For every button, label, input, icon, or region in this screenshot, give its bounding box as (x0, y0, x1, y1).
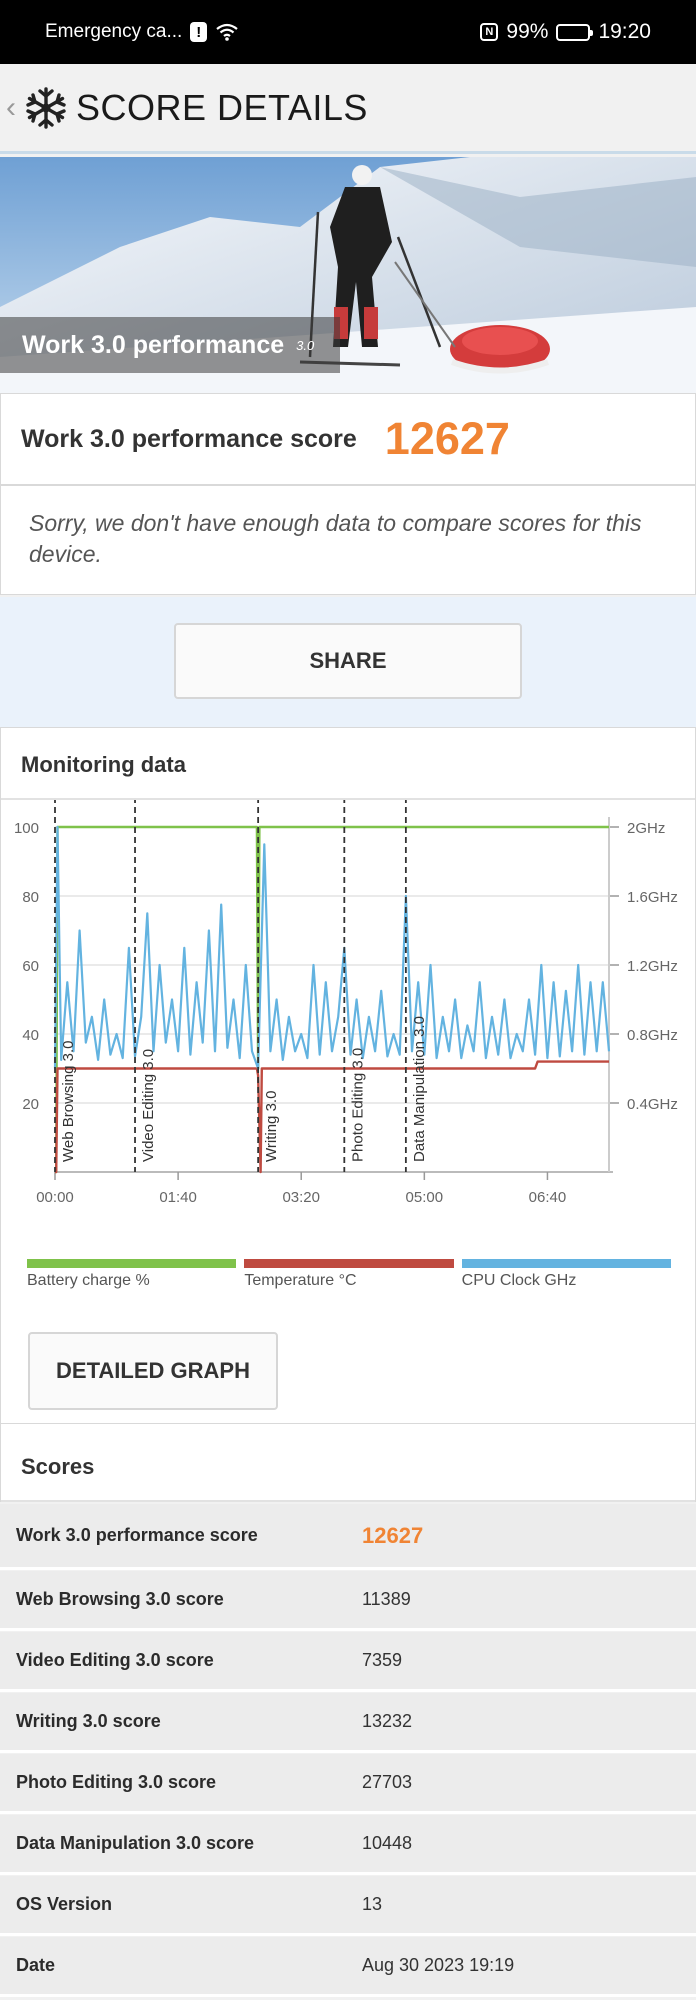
row-label: Writing 3.0 score (16, 1711, 161, 1731)
row-label: Date (16, 1955, 56, 1975)
phase-label: Video Editing 3.0 (140, 1049, 157, 1162)
y-tick-label-left: 100 (14, 820, 39, 837)
row-value: Aug 30 2023 19:19 (362, 1955, 515, 1975)
y-tick-label-left: 20 (22, 1096, 39, 1113)
table-row: OS Version 13 (0, 1876, 696, 1936)
legend-swatch (461, 1259, 671, 1268)
legend-item-cpu: CPU Clock GHz (461, 1259, 671, 1290)
row-label: Work 3.0 performance score (16, 1525, 258, 1545)
row-label: Photo Editing 3.0 score (16, 1772, 217, 1792)
detailed-graph-button[interactable]: DETAILED GRAPH (28, 1332, 278, 1410)
wifi-icon (216, 23, 238, 41)
monitoring-card: Monitoring data 100 2GHz 80 1.6GHz 60 1.2GHz 4… (0, 727, 696, 1424)
table-row: Work 3.0 performance score 12627 (0, 1504, 696, 1570)
table-row: Writing 3.0 score 13232 (0, 1693, 696, 1753)
monitoring-chart: 100 2GHz 80 1.6GHz 60 1.2GHz 40 0.8GHz 20 0.4GHz 0… (14, 800, 678, 1206)
row-label: Data Manipulation 3.0 score (16, 1833, 255, 1853)
snowflake-icon (26, 86, 66, 129)
row-value: 11389 (362, 1589, 411, 1609)
status-bar: Emergency ca... ! N 99% 19:20 (0, 0, 696, 64)
share-area: SHARE (0, 597, 696, 727)
series-line (55, 1060, 609, 1174)
y-tick-label-left: 60 (22, 958, 39, 975)
y-tick-label-right: 2GHz (627, 820, 665, 837)
legend-label: Battery charge % (27, 1272, 150, 1289)
x-tick-label: 06:40 (529, 1189, 567, 1206)
phase-label: Web Browsing 3.0 (60, 1041, 77, 1162)
hero-image (0, 157, 696, 393)
series-line (53, 825, 611, 1070)
row-value: 12627 (362, 1522, 424, 1548)
hero-badge: 3.0 (296, 337, 315, 353)
row-label: Web Browsing 3.0 score (16, 1589, 224, 1609)
table-row: Photo Editing 3.0 score 27703 (0, 1754, 696, 1814)
phase-label: Writing 3.0 (263, 1091, 280, 1162)
row-value: 13 (362, 1894, 383, 1914)
phase-label: Photo Editing 3.0 (349, 1048, 366, 1162)
table-row: Data Manipulation 3.0 score 10448 (0, 1815, 696, 1875)
app-header: ‹ SCORE DETAILS (0, 64, 696, 154)
legend-swatch (27, 1259, 237, 1268)
y-tick-label-left: 40 (22, 1027, 39, 1044)
legend-label: CPU Clock GHz (461, 1272, 577, 1289)
divider (1, 1500, 695, 1502)
divider (1, 798, 695, 800)
alert-icon: ! (190, 22, 208, 42)
scores-section-header: Scores (0, 1424, 696, 1502)
score-card: Work 3.0 performance score 12627 (0, 393, 696, 485)
monitoring-title: Monitoring data (21, 752, 186, 777)
row-value: 27703 (362, 1772, 413, 1792)
y-tick-label-left: 80 (22, 889, 39, 906)
score-label: Work 3.0 performance score (21, 424, 357, 453)
x-tick-label: 05:00 (406, 1189, 444, 1206)
y-tick-label-right: 1.6GHz (627, 889, 678, 906)
row-label: Video Editing 3.0 score (16, 1650, 214, 1670)
row-value: 13232 (362, 1711, 413, 1731)
y-tick-label-right: 1.2GHz (627, 958, 678, 975)
skier (299, 165, 442, 367)
notice-text: Sorry, we don't have enough data to comp… (29, 510, 642, 567)
chart-legend: Battery charge % Temperature °C CPU Cloc… (27, 1259, 671, 1290)
table-row: Web Browsing 3.0 score 11389 (0, 1571, 696, 1631)
hero-banner: Work 3.0 performance 3.0 (0, 157, 696, 393)
battery-percent: 99% (506, 20, 549, 43)
x-tick-label: 01:40 (159, 1189, 197, 1206)
hero-title: Work 3.0 performance (22, 330, 285, 359)
y-tick-label-right: 0.8GHz (627, 1027, 678, 1044)
notice-card: Sorry, we don't have enough data to comp… (0, 485, 696, 595)
legend-swatch (244, 1259, 454, 1268)
legend-item-battery: Battery charge % (27, 1259, 237, 1290)
carrier-label: Emergency ca... (45, 21, 183, 42)
share-button[interactable]: SHARE (174, 623, 522, 699)
row-value: 7359 (362, 1650, 403, 1670)
legend-item-temperature: Temperature °C (244, 1259, 454, 1290)
row-value: 10448 (362, 1833, 413, 1853)
row-label: OS Version (16, 1894, 113, 1914)
hero-caption: Work 3.0 performance 3.0 (0, 317, 340, 373)
sled (394, 261, 550, 374)
scores-table: Work 3.0 performance score 12627 Web Brow… (0, 1504, 696, 1998)
scores-title: Scores (21, 1454, 95, 1479)
x-tick-label: 00:00 (36, 1189, 74, 1206)
back-icon[interactable]: ‹ (6, 90, 16, 124)
table-row: Video Editing 3.0 score 7359 (0, 1632, 696, 1692)
nfc-icon: N (480, 23, 499, 41)
battery-icon (556, 23, 594, 41)
table-row: Date Aug 30 2023 19:19 (0, 1937, 696, 1997)
legend-label: Temperature °C (244, 1272, 357, 1289)
series-line (55, 825, 609, 1174)
score-value: 12627 (384, 413, 510, 464)
y-tick-label-right: 0.4GHz (627, 1096, 678, 1113)
x-tick-label: 03:20 (282, 1189, 320, 1206)
phase-label: Data Manipulation 3.0 (411, 1016, 428, 1162)
clock: 19:20 (598, 20, 651, 43)
page-title: SCORE DETAILS (76, 86, 368, 128)
